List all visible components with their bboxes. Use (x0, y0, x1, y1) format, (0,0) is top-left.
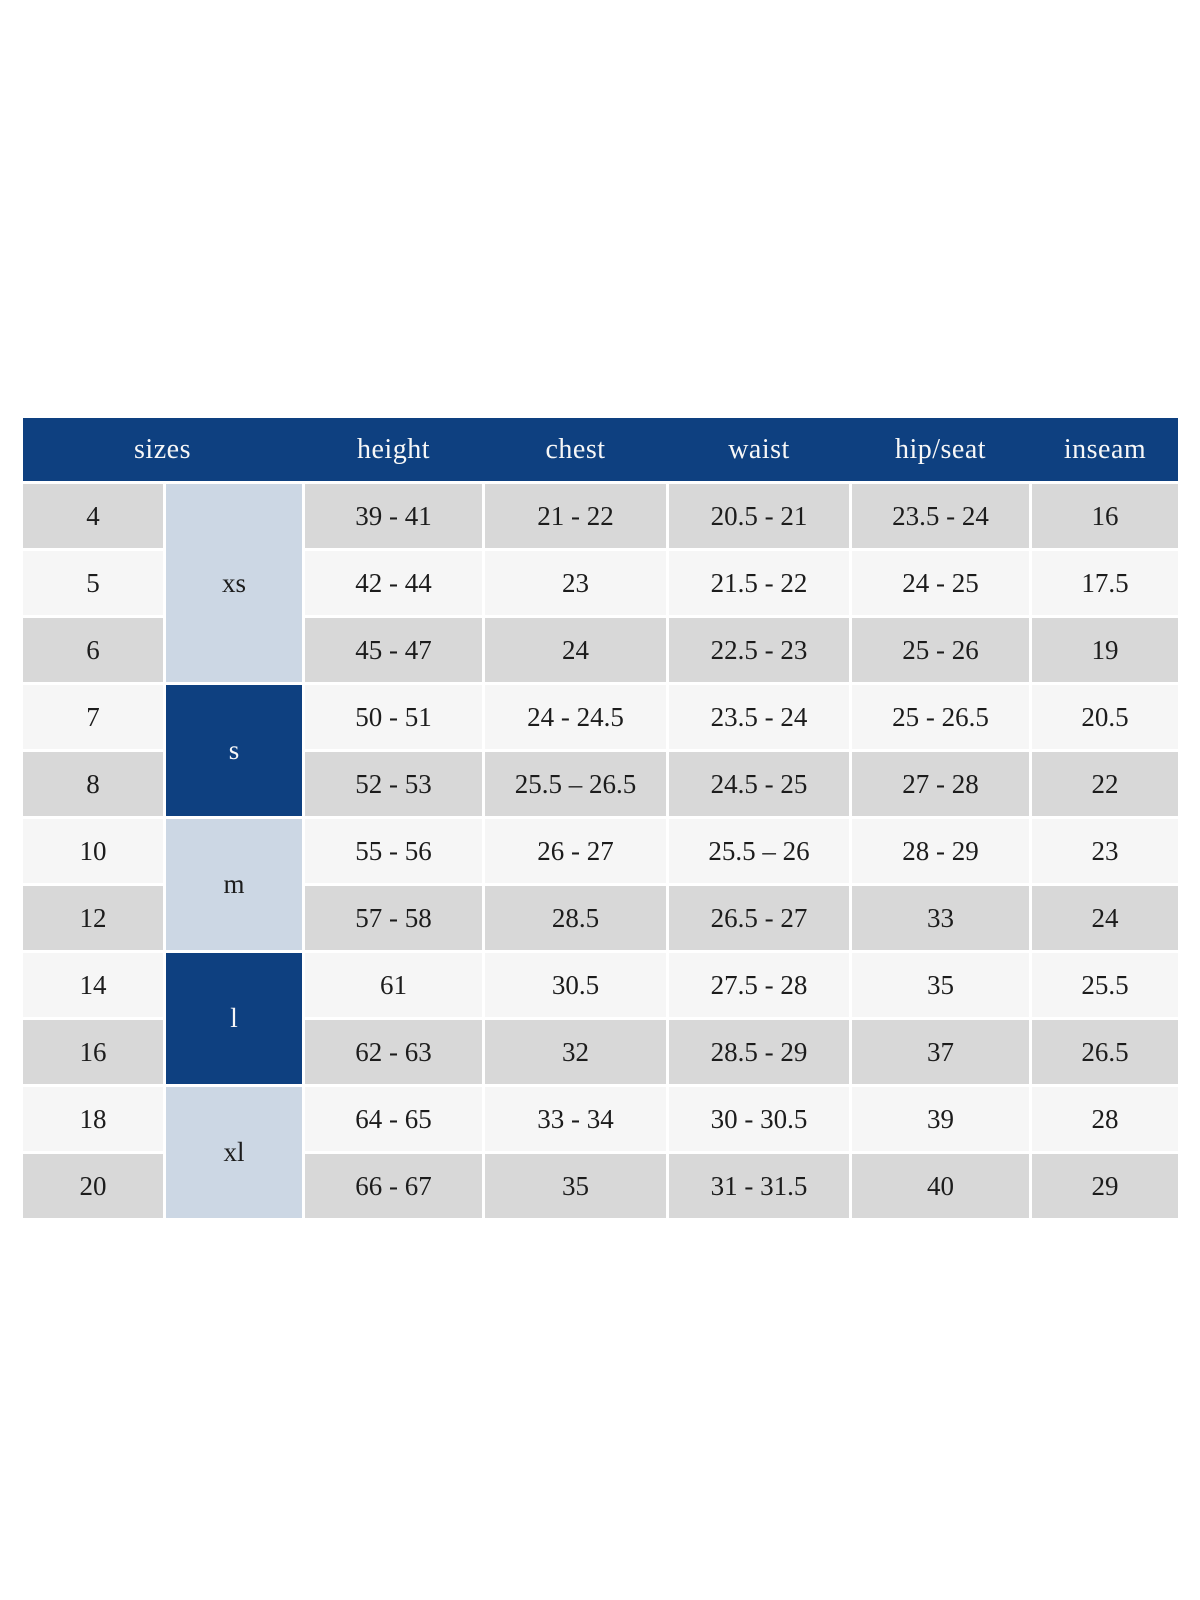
inseam-cell: 17.5 (1032, 551, 1178, 615)
height-cell: 62 - 63 (305, 1020, 482, 1084)
inseam-cell: 26.5 (1032, 1020, 1178, 1084)
chest-cell: 35 (485, 1154, 666, 1218)
group-cell-s: s (166, 685, 302, 816)
chest-cell: 23 (485, 551, 666, 615)
height-cell: 39 - 41 (305, 484, 482, 548)
inseam-cell: 29 (1032, 1154, 1178, 1218)
chest-cell: 26 - 27 (485, 819, 666, 883)
height-cell: 45 - 47 (305, 618, 482, 682)
header-waist: waist (728, 433, 790, 465)
group-cell-xl: xl (166, 1087, 302, 1218)
waist-cell: 25.5 – 26 (669, 819, 849, 883)
height-cell: 42 - 44 (305, 551, 482, 615)
waist-cell: 22.5 - 23 (669, 618, 849, 682)
hip-seat-cell: 40 (852, 1154, 1029, 1218)
table-header-background (23, 418, 1178, 481)
size-cell: 18 (23, 1087, 163, 1151)
inseam-cell: 20.5 (1032, 685, 1178, 749)
chest-cell: 32 (485, 1020, 666, 1084)
size-cell: 8 (23, 752, 163, 816)
inseam-cell: 22 (1032, 752, 1178, 816)
header-inseam: inseam (1063, 433, 1147, 465)
waist-cell: 26.5 - 27 (669, 886, 849, 950)
chest-cell: 24 - 24.5 (485, 685, 666, 749)
group-cell-xs: xs (166, 484, 302, 682)
header-sizes: sizes (134, 433, 191, 465)
waist-cell: 23.5 - 24 (669, 685, 849, 749)
hip-seat-cell: 28 - 29 (852, 819, 1029, 883)
size-cell: 6 (23, 618, 163, 682)
size-cell: 14 (23, 953, 163, 1017)
height-cell: 50 - 51 (305, 685, 482, 749)
chest-cell: 24 (485, 618, 666, 682)
waist-cell: 30 - 30.5 (669, 1087, 849, 1151)
chest-cell: 30.5 (485, 953, 666, 1017)
header-chest: chest (545, 433, 606, 465)
size-cell: 7 (23, 685, 163, 749)
inseam-cell: 24 (1032, 886, 1178, 950)
hip-seat-cell: 39 (852, 1087, 1029, 1151)
chest-cell: 33 - 34 (485, 1087, 666, 1151)
group-cell-m: m (166, 819, 302, 950)
chest-cell: 25.5 – 26.5 (485, 752, 666, 816)
size-cell: 20 (23, 1154, 163, 1218)
waist-cell: 31 - 31.5 (669, 1154, 849, 1218)
height-cell: 57 - 58 (305, 886, 482, 950)
size-cell: 16 (23, 1020, 163, 1084)
hip-seat-cell: 25 - 26.5 (852, 685, 1029, 749)
hip-seat-cell: 24 - 25 (852, 551, 1029, 615)
height-cell: 64 - 65 (305, 1087, 482, 1151)
hip-seat-cell: 33 (852, 886, 1029, 950)
chest-cell: 28.5 (485, 886, 666, 950)
inseam-cell: 25.5 (1032, 953, 1178, 1017)
size-cell: 12 (23, 886, 163, 950)
waist-cell: 20.5 - 21 (669, 484, 849, 548)
waist-cell: 28.5 - 29 (669, 1020, 849, 1084)
height-cell: 52 - 53 (305, 752, 482, 816)
hip-seat-cell: 23.5 - 24 (852, 484, 1029, 548)
header-hip-seat: hip/seat (894, 433, 987, 465)
size-cell: 4 (23, 484, 163, 548)
waist-cell: 21.5 - 22 (669, 551, 849, 615)
height-cell: 61 (305, 953, 482, 1017)
size-chart-table: sizes height chest waist hip/seat inseam… (23, 418, 1178, 1218)
inseam-cell: 19 (1032, 618, 1178, 682)
group-cell-l: l (166, 953, 302, 1084)
inseam-cell: 28 (1032, 1087, 1178, 1151)
inseam-cell: 23 (1032, 819, 1178, 883)
hip-seat-cell: 27 - 28 (852, 752, 1029, 816)
header-height: height (357, 433, 430, 465)
height-cell: 66 - 67 (305, 1154, 482, 1218)
size-cell: 10 (23, 819, 163, 883)
hip-seat-cell: 25 - 26 (852, 618, 1029, 682)
waist-cell: 24.5 - 25 (669, 752, 849, 816)
hip-seat-cell: 35 (852, 953, 1029, 1017)
chest-cell: 21 - 22 (485, 484, 666, 548)
size-cell: 5 (23, 551, 163, 615)
height-cell: 55 - 56 (305, 819, 482, 883)
waist-cell: 27.5 - 28 (669, 953, 849, 1017)
inseam-cell: 16 (1032, 484, 1178, 548)
hip-seat-cell: 37 (852, 1020, 1029, 1084)
